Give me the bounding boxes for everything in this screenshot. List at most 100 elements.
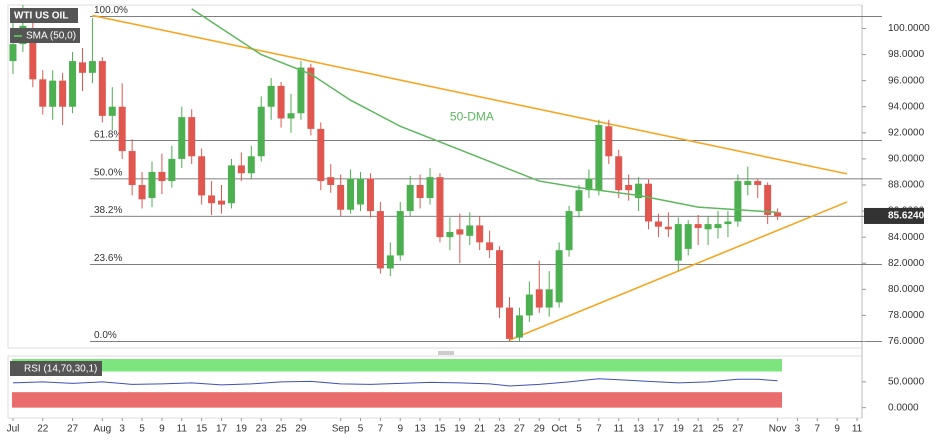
x-tick-label: Sep (332, 424, 350, 435)
x-tick-label: 11 (614, 424, 625, 435)
candle-body (734, 181, 742, 222)
candle-body (426, 177, 434, 199)
fib-label: 38.2% (94, 205, 122, 216)
candle-body (9, 44, 17, 62)
candle-body (148, 171, 156, 199)
candle-body (406, 184, 414, 212)
candle-body (466, 225, 474, 236)
x-tick-label: Oct (551, 424, 567, 435)
y-tick-label: 94.0000 (888, 101, 925, 112)
candle-body (366, 178, 374, 212)
candle-body (158, 171, 166, 182)
candle-body (664, 226, 672, 230)
candle-body (227, 165, 235, 204)
x-tick-label: 21 (693, 424, 705, 435)
candle-body (347, 178, 355, 210)
candle-body (754, 181, 762, 185)
y-tick-label: 50.0000 (888, 376, 925, 387)
candle-body (744, 181, 752, 185)
candle-body (416, 184, 424, 199)
candle-body (774, 212, 782, 217)
candle-body (625, 184, 633, 191)
candle-body (138, 184, 146, 200)
candle-body (724, 221, 732, 225)
x-tick-label: 25 (712, 424, 724, 435)
x-tick-label: 9 (397, 424, 403, 435)
candle-body (376, 211, 384, 269)
fib-label: 0.0% (94, 330, 117, 341)
candle-body (267, 85, 275, 107)
x-tick-label: 15 (196, 424, 208, 435)
candle-body (317, 128, 325, 182)
x-tick-label: 27 (514, 424, 526, 435)
fib-label: 100.0% (94, 5, 128, 16)
x-tick-label: 5 (139, 424, 145, 435)
rsi-line (12, 378, 778, 387)
trendline (509, 201, 848, 341)
candle-body (337, 184, 345, 210)
x-tick-label: 13 (633, 424, 645, 435)
candle-body (247, 156, 255, 174)
y-tick-label: 84.0000 (888, 232, 925, 243)
x-tick-label: 17 (216, 424, 228, 435)
x-tick-label: 9 (159, 424, 165, 435)
candle-body (456, 229, 464, 235)
y-tick-label: 0.0000 (888, 402, 919, 413)
candle-body (684, 224, 692, 249)
x-tick-label: 11 (852, 424, 863, 435)
fib-label: 23.6% (94, 253, 122, 264)
x-tick-label: 22 (37, 424, 49, 435)
candle-body (515, 315, 523, 338)
x-tick-label: 27 (67, 424, 79, 435)
candle-body (694, 224, 702, 229)
x-tick-label: 29 (295, 424, 307, 435)
candle-body (585, 178, 593, 191)
candle-body (88, 61, 96, 73)
x-tick-label: 13 (415, 424, 427, 435)
candle-body (486, 242, 494, 251)
candle-body (287, 113, 295, 119)
x-tick-label: 27 (732, 424, 744, 435)
fib-label: 50.0% (94, 167, 122, 178)
candle-body (118, 106, 126, 152)
x-tick-label: 23 (494, 424, 506, 435)
candle-body (605, 126, 613, 157)
x-tick-label: 15 (434, 424, 446, 435)
candle-body (327, 177, 335, 185)
candle-body (218, 200, 225, 205)
fib-label: 61.8% (94, 129, 122, 140)
candle-body (29, 31, 37, 80)
title-box (10, 8, 78, 23)
candle-body (98, 61, 106, 116)
candle-body (525, 294, 533, 316)
trendline (92, 14, 848, 175)
candle-body (565, 211, 573, 251)
candle-body (237, 165, 245, 174)
candle-body (635, 183, 643, 199)
y-tick-label: 92.0000 (888, 127, 925, 138)
candle-body (446, 231, 454, 238)
legend-box (10, 28, 80, 43)
candle-body (545, 289, 553, 308)
x-tick-label: 3 (119, 424, 125, 435)
x-tick-label: 19 (454, 424, 466, 435)
candle-body (615, 156, 623, 191)
candle-body (645, 183, 652, 222)
chart-title: WTI US OIL (14, 11, 68, 22)
x-tick-label: 21 (474, 424, 486, 435)
candle-body (357, 178, 365, 205)
price-marker (864, 207, 924, 224)
candle-body (654, 221, 662, 227)
x-tick-label: 5 (576, 424, 582, 435)
y-tick-label: 96.0000 (888, 75, 925, 86)
x-tick-label: 25 (276, 424, 288, 435)
main-panel (7, 4, 863, 349)
x-tick-label: 19 (673, 424, 685, 435)
candle-body (535, 289, 543, 308)
candle-body (108, 106, 116, 116)
candle-body (178, 117, 186, 159)
pane-handle[interactable] (438, 351, 454, 355)
y-tick-label: 90.0000 (888, 154, 925, 165)
candle-body (386, 255, 394, 269)
